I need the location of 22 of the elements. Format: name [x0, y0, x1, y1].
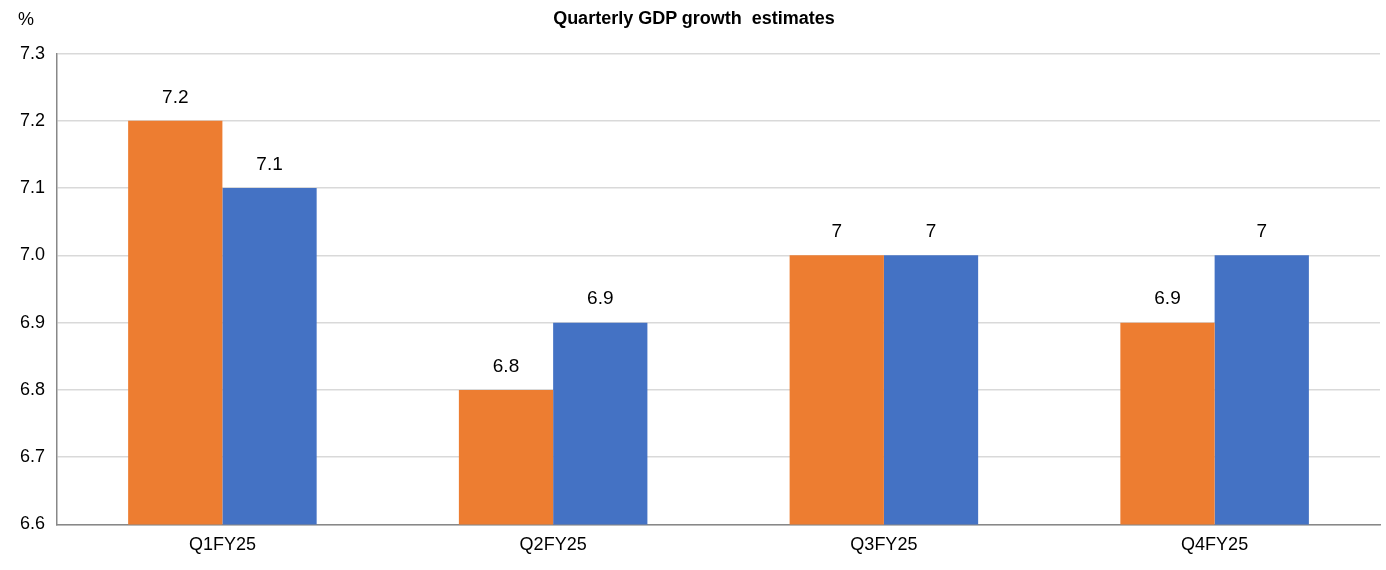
x-tick-label: Q4FY25	[1181, 534, 1249, 555]
y-tick-label: 6.9	[19, 311, 46, 332]
x-tick-label: Q1FY25	[188, 534, 256, 555]
y-tick-label: 6.6	[19, 513, 46, 534]
y-tick-label: 7.1	[19, 177, 46, 198]
x-tick-label: Q3FY25	[850, 534, 918, 555]
y-axis-title: %	[18, 8, 35, 29]
data-label: 6.8	[492, 354, 520, 376]
data-label: 7.2	[162, 85, 189, 107]
data-label: 7	[925, 220, 937, 242]
y-tick-label: 6.7	[19, 446, 46, 467]
data-label: 7.1	[256, 152, 283, 174]
data-label: 6.9	[1154, 287, 1181, 309]
y-tick-label: 7.3	[19, 42, 46, 63]
y-tick-label: 7.2	[19, 109, 46, 130]
data-label: 7	[1256, 220, 1268, 242]
data-label: 6.9	[587, 287, 614, 309]
y-tick-label: 6.8	[19, 378, 46, 399]
x-tick-label: Q2FY25	[519, 534, 587, 555]
data-label: 7	[831, 220, 843, 242]
y-tick-label: 7.0	[19, 244, 46, 265]
chart-title: Quarterly GDP growth estimates	[553, 7, 835, 28]
